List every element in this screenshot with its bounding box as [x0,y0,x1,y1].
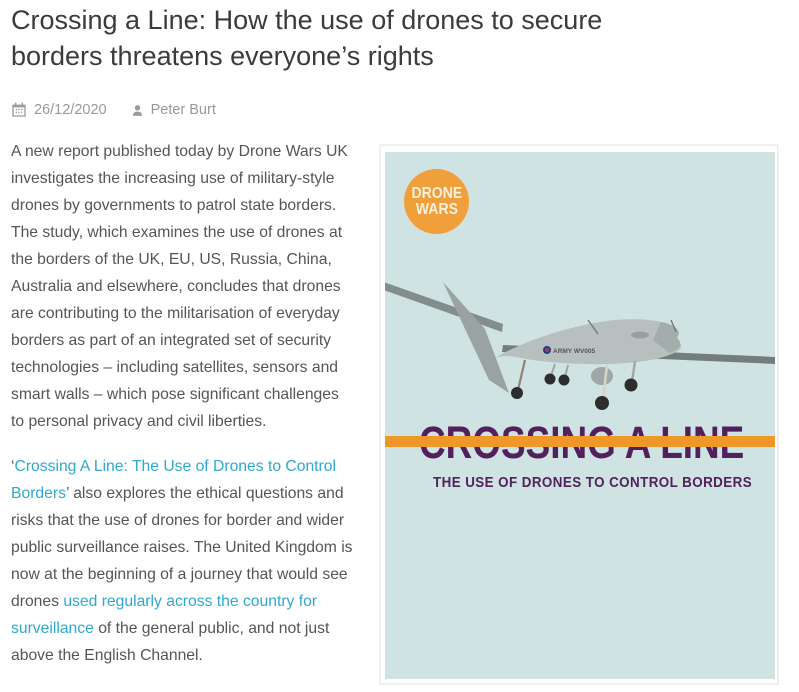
svg-text:ARMY WV005: ARMY WV005 [553,348,596,355]
